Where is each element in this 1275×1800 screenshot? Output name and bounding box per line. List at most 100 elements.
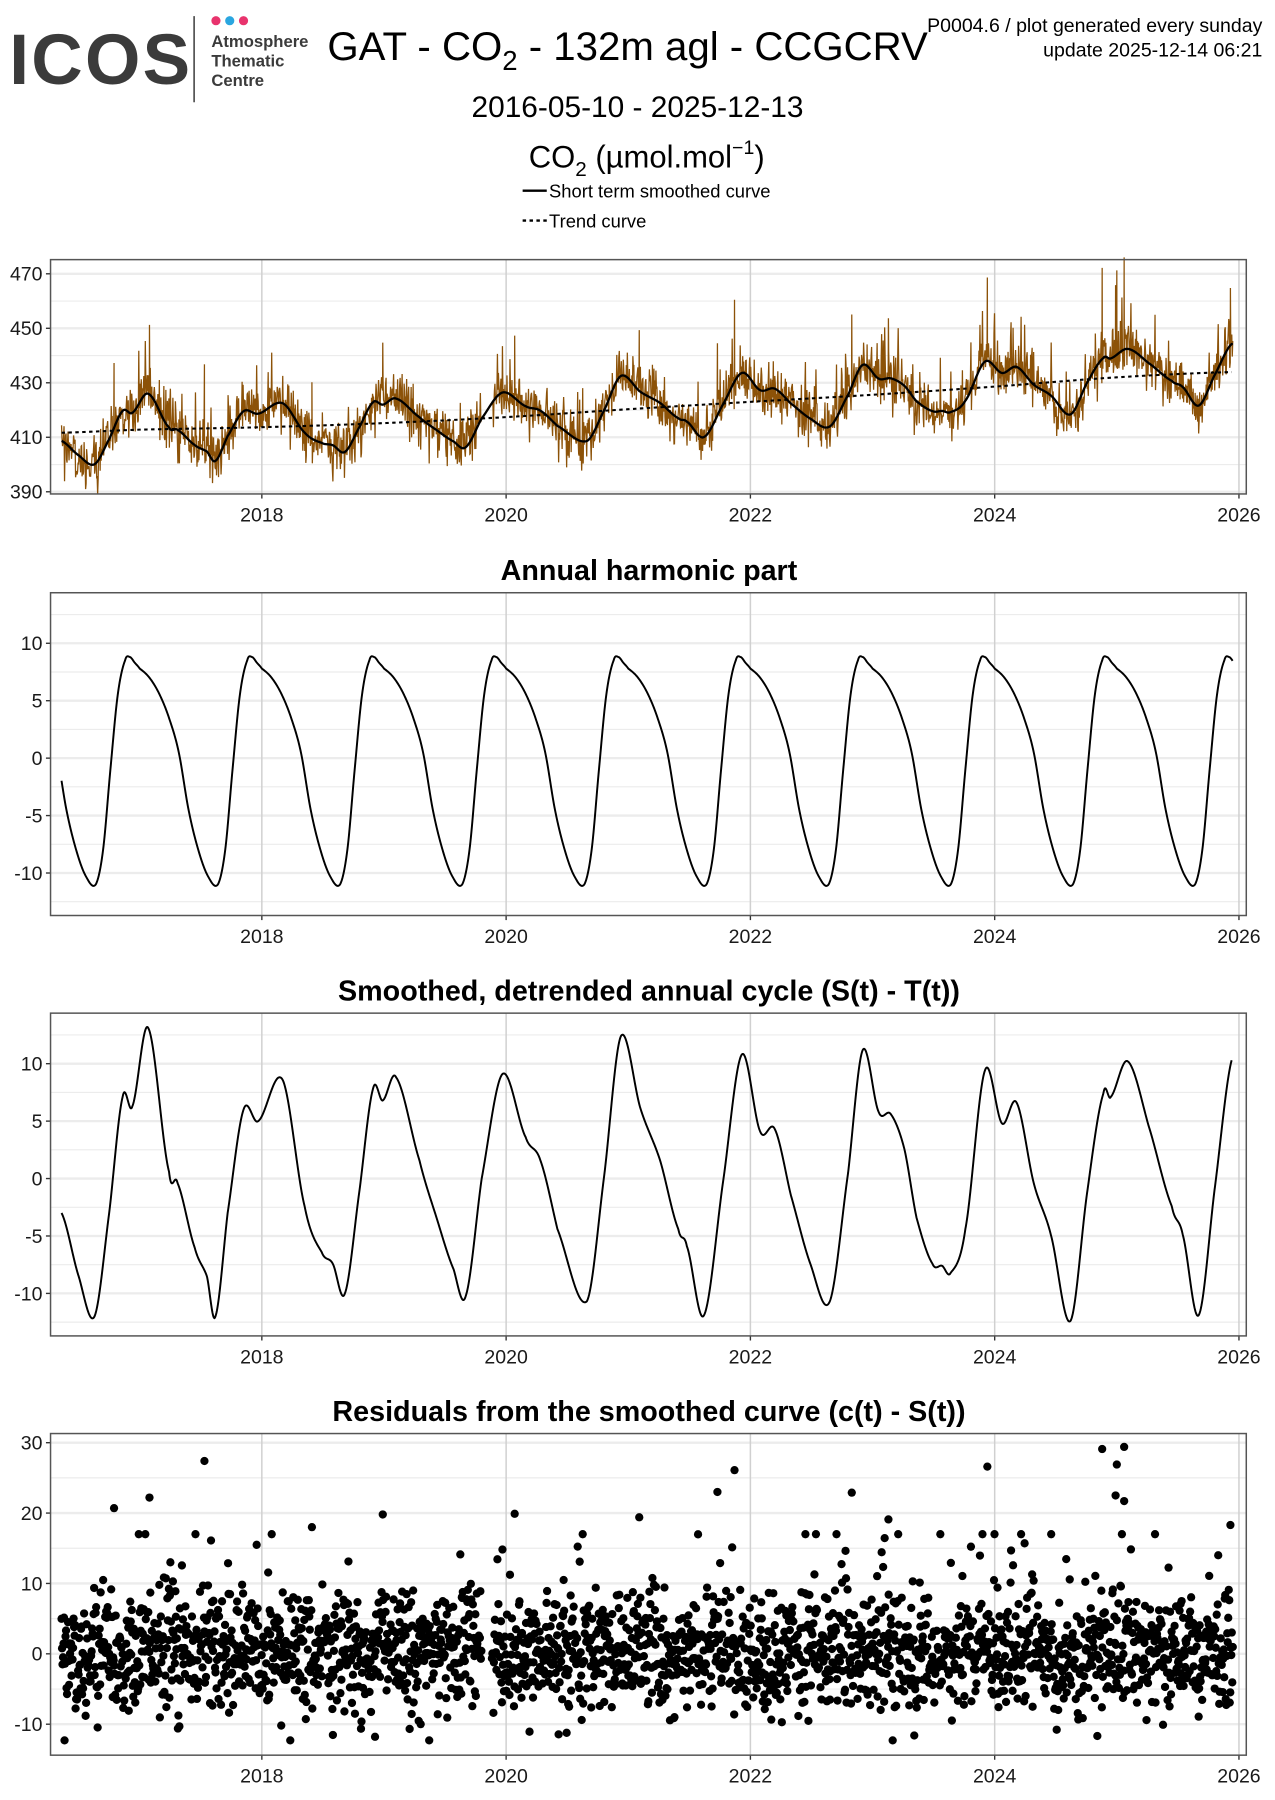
residual-point (172, 1634, 182, 1643)
residual-point (713, 1487, 722, 1497)
residual-point (770, 1621, 779, 1630)
residual-point (579, 1699, 588, 1708)
residual-point (60, 1736, 69, 1745)
residual-point (81, 1698, 91, 1708)
residual-point (805, 1590, 814, 1600)
residual-point (841, 1546, 850, 1555)
residual-point (365, 1687, 374, 1697)
residual-point (853, 1694, 862, 1704)
residual-point (762, 1635, 771, 1645)
residual-point (1119, 1649, 1128, 1659)
residual-point (151, 1677, 160, 1686)
residual-point (165, 1693, 174, 1702)
residual-point (706, 1672, 716, 1681)
residual-point (411, 1669, 420, 1679)
residual-point (799, 1668, 809, 1677)
panel-harmonic: 10 5 0 -5 -10 2018 2020 2022 2024 2026 (14, 591, 1261, 948)
residual-point (977, 1630, 987, 1640)
residual-point (989, 1576, 999, 1585)
x-tick-label: 2020 (484, 1766, 528, 1788)
residual-point (1127, 1670, 1137, 1679)
residual-point (1143, 1678, 1153, 1688)
residual-point (742, 1687, 751, 1696)
residual-point (722, 1586, 731, 1596)
residual-point (422, 1681, 431, 1690)
version-note: P0004.6 / plot generated every sunday (927, 15, 1262, 37)
residual-point (1036, 1658, 1045, 1667)
y-tick-label: 450 (10, 318, 43, 340)
residual-point (305, 1625, 314, 1634)
residual-point (187, 1612, 197, 1621)
residual-point (585, 1601, 594, 1610)
residual-point (1177, 1596, 1186, 1606)
residual-point (214, 1612, 224, 1621)
residual-point (467, 1644, 476, 1654)
residual-point (569, 1602, 578, 1611)
residual-point (192, 1694, 202, 1704)
residual-point (1126, 1545, 1136, 1554)
x-tick-label: 2018 (240, 505, 283, 527)
residual-point (651, 1582, 661, 1591)
residual-point (74, 1670, 83, 1679)
residual-point (1228, 1642, 1237, 1652)
residual-point (520, 1670, 529, 1680)
residual-point (1028, 1618, 1038, 1628)
residual-point (1194, 1712, 1203, 1721)
residual-point (542, 1586, 552, 1596)
residual-point (198, 1663, 207, 1672)
residual-point (1028, 1702, 1037, 1711)
residual-point (823, 1594, 832, 1604)
residual-point (432, 1617, 441, 1627)
residual-point (170, 1659, 180, 1668)
residual-point (1065, 1575, 1074, 1584)
trend-curve (61, 371, 1232, 434)
residual-point (201, 1672, 211, 1682)
residual-point (1000, 1652, 1010, 1661)
residual-point (577, 1715, 586, 1725)
residual-point (313, 1680, 322, 1689)
residual-point (863, 1690, 872, 1699)
residual-point (756, 1625, 765, 1634)
y-tick-label: 0 (32, 1644, 43, 1666)
residual-point (1044, 1643, 1053, 1652)
residual-point (865, 1700, 875, 1710)
residual-point (1227, 1650, 1236, 1660)
residual-point (804, 1605, 814, 1614)
residual-point (1040, 1618, 1049, 1628)
residual-point (839, 1650, 849, 1659)
residual-point (951, 1633, 961, 1642)
residual-point (884, 1515, 893, 1524)
residual-point (1140, 1638, 1149, 1648)
residual-point (469, 1621, 478, 1631)
residual-point (145, 1493, 154, 1502)
residual-point (409, 1698, 418, 1707)
residual-point (278, 1588, 287, 1597)
residual-point (72, 1695, 82, 1704)
residual-point (206, 1608, 215, 1618)
residual-point (193, 1656, 202, 1665)
residual-point (554, 1730, 563, 1739)
residual-point (141, 1530, 150, 1539)
residual-point (356, 1724, 366, 1733)
harmonic-curve (60, 655, 1234, 887)
residual-point (1128, 1628, 1137, 1638)
residual-point (566, 1591, 575, 1600)
residual-point (353, 1598, 362, 1607)
residual-point (810, 1570, 819, 1579)
residual-point (1098, 1672, 1107, 1681)
residual-point (1124, 1597, 1133, 1607)
residual-point (126, 1617, 135, 1626)
residual-point (1107, 1660, 1117, 1670)
residual-point (1107, 1650, 1116, 1659)
residual-point (120, 1696, 129, 1705)
residual-point (917, 1654, 926, 1663)
residual-point (930, 1698, 939, 1707)
residual-point (560, 1606, 569, 1615)
residual-point (401, 1655, 411, 1664)
residual-point (871, 1615, 880, 1624)
residual-point (176, 1676, 185, 1685)
residual-point (841, 1574, 851, 1583)
residual-point (471, 1691, 480, 1701)
residual-point (848, 1681, 858, 1691)
panel-residuals: 30 20 10 0 -10 2018 2020 2022 2024 2026 (14, 1433, 1260, 1788)
